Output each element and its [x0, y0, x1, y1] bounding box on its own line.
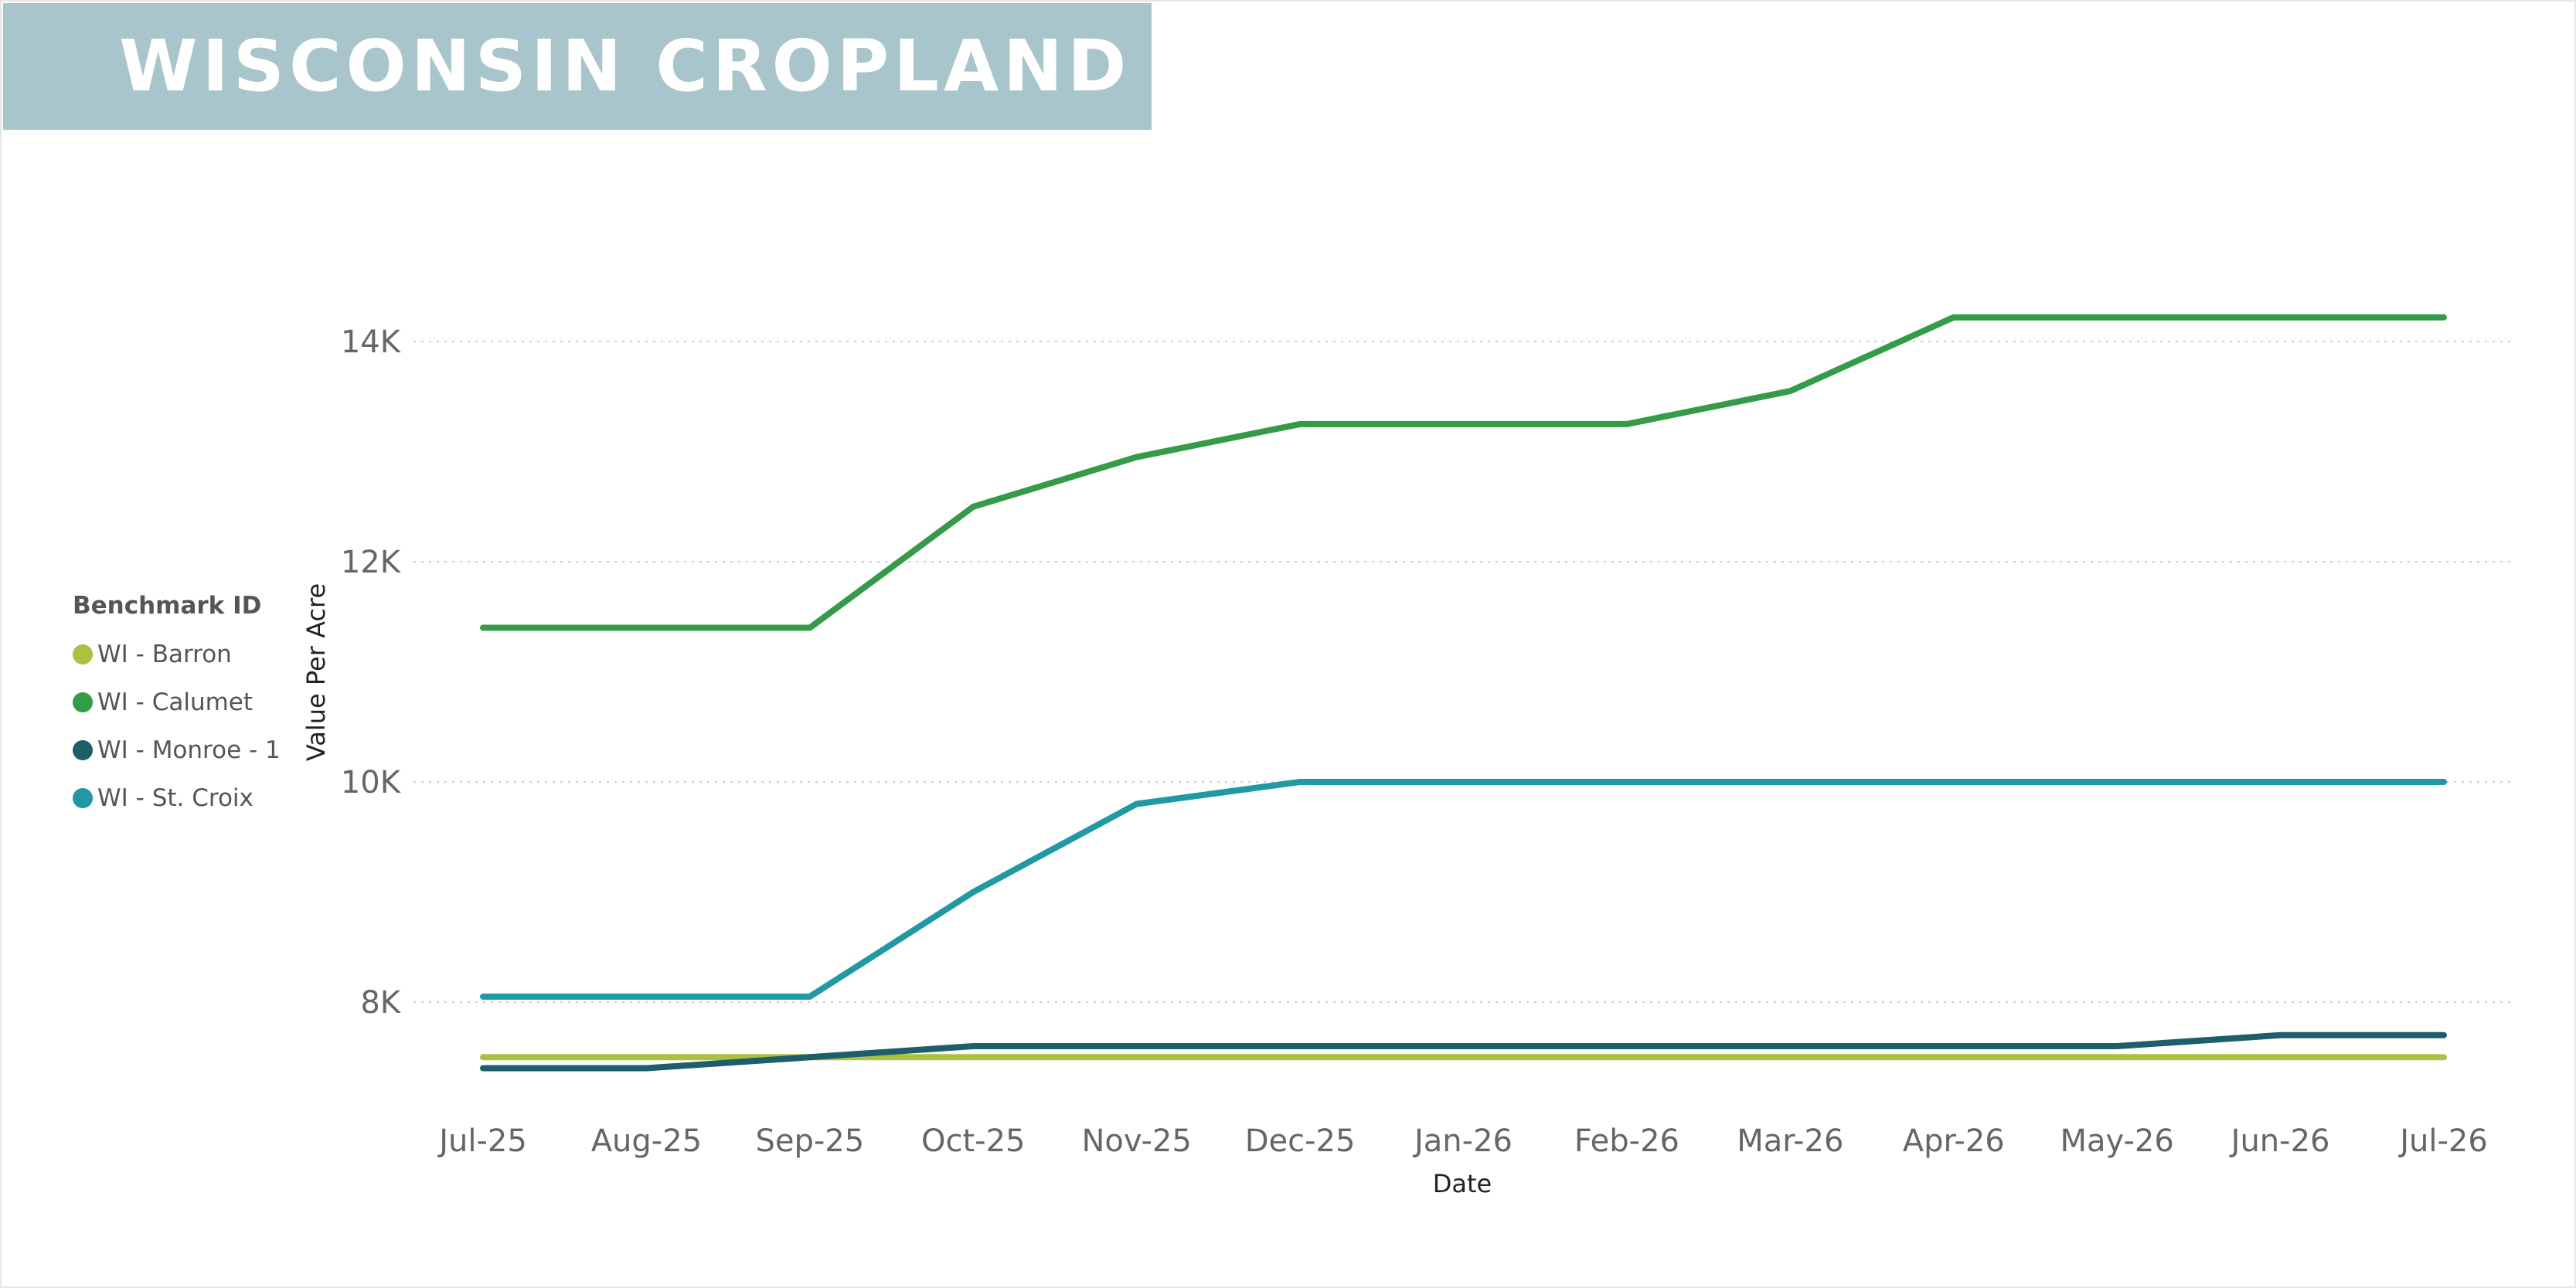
- series-lines: [480, 314, 2447, 1072]
- x-tick-label: Nov-25: [1082, 1123, 1192, 1159]
- legend-dot-icon: [73, 740, 93, 760]
- legend-item-calumet[interactable]: WI - Calumet: [73, 678, 281, 726]
- x-tick-label: May-26: [2060, 1123, 2174, 1159]
- x-tick-label: Apr-26: [1903, 1123, 2005, 1159]
- x-tick-label: Jan-26: [1412, 1123, 1513, 1159]
- page-title: WISCONSIN CROPLAND C: [119, 25, 1217, 107]
- legend-label: WI - Barron: [97, 641, 232, 668]
- y-tick-label: 10K: [341, 765, 402, 800]
- x-tick-label: Jul-26: [2397, 1123, 2488, 1159]
- y-axis-ticks: 8K 10K 12K 14K: [341, 325, 402, 1021]
- legend-label: WI - Calumet: [97, 688, 254, 716]
- legend-item-st-croix[interactable]: WI - St. Croix: [73, 774, 281, 822]
- legend-label: WI - Monroe - 1: [97, 736, 281, 764]
- x-axis-ticks: Jul-25 Aug-25 Sep-25 Oct-25 Nov-25 Dec-25 Jan-…: [437, 1123, 2488, 1159]
- y-axis-title: Value Per Acre: [301, 583, 331, 761]
- legend-dot-icon: [73, 644, 93, 664]
- x-tick-label: Jun-26: [2229, 1123, 2330, 1159]
- x-tick-label: Aug-25: [591, 1123, 702, 1159]
- x-tick-label: Sep-25: [755, 1123, 864, 1159]
- series-line-wi-monroe-1[interactable]: [480, 1031, 2447, 1072]
- legend-item-monroe-1[interactable]: WI - Monroe - 1: [73, 726, 281, 774]
- legend-dot-icon: [73, 692, 93, 712]
- y-tick-label: 12K: [341, 545, 402, 580]
- x-tick-label: Oct-25: [921, 1123, 1026, 1159]
- x-tick-label: Jul-25: [437, 1123, 527, 1159]
- legend-label: WI - St. Croix: [97, 784, 254, 812]
- x-tick-label: Feb-26: [1574, 1123, 1679, 1159]
- x-tick-label: Mar-26: [1737, 1123, 1843, 1159]
- title-banner: WISCONSIN CROPLAND C: [3, 3, 1213, 130]
- legend-title: Benchmark ID: [73, 592, 262, 620]
- x-tick-label: Dec-25: [1245, 1123, 1356, 1159]
- x-axis-title: Date: [1433, 1169, 1492, 1198]
- legend-dot-icon: [73, 788, 93, 808]
- series-line-wi-st-croix[interactable]: [480, 779, 2447, 1000]
- gridlines: [413, 341, 2512, 1003]
- legend-item-barron[interactable]: WI - Barron: [73, 630, 281, 678]
- chart-legend: Benchmark ID WI - Barron WI - Calumet WI…: [73, 592, 281, 822]
- y-tick-label: 14K: [341, 325, 402, 360]
- series-line-wi-calumet[interactable]: [480, 314, 2447, 631]
- y-tick-label: 8K: [360, 985, 401, 1021]
